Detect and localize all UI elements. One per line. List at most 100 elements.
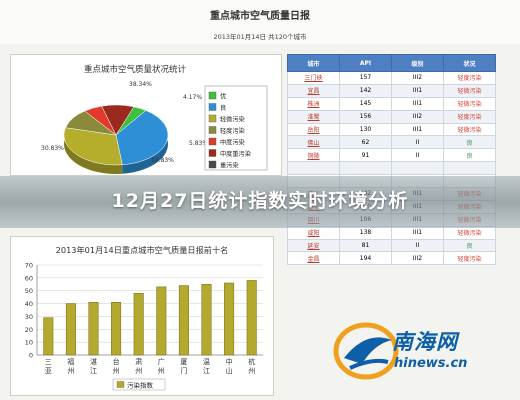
quality-cell [443, 161, 496, 176]
city-link[interactable]: 延安 [287, 238, 340, 253]
level-cell: II [391, 148, 444, 163]
table-header-2: 级别 [391, 54, 444, 72]
quality-cell: 轻度污染 [443, 71, 496, 85]
legend-label: 污染指数 [127, 380, 154, 389]
legend-swatch [208, 149, 217, 157]
api-cell: 142 [339, 83, 392, 98]
table-row: 淮鹭 156 III2 轻度污染 [287, 109, 496, 124]
level-cell: III2 [391, 109, 444, 124]
x-tick-label: 江 [90, 367, 97, 375]
legend-label: 重污染 [220, 161, 239, 169]
quality-cell: 轻微污染 [443, 225, 496, 240]
table-row: 宜昌 142 III1 轻微污染 [287, 83, 496, 98]
level-cell: III1 [391, 122, 444, 137]
x-tick-label: 湛 [90, 358, 97, 366]
level-cell: III2 [391, 251, 444, 266]
logo-name: 南海网 [392, 330, 458, 354]
x-tick-label: 杭 [248, 357, 255, 366]
bar-chart: 2013年01月14日重点城市空气质量日报前十名 0 10 20 30 40 50 60 70 三… [25, 245, 263, 391]
legend-swatch [208, 160, 217, 169]
bar [201, 284, 212, 356]
pie-data-label: 38.34% [129, 81, 152, 88]
quality-cell: 轻微污染 [443, 96, 496, 111]
x-tick-label: 肃 [135, 357, 142, 366]
table-row: 铜陵 91 II 良 [287, 148, 496, 163]
city-link[interactable]: 佛山 [287, 135, 340, 150]
table-row: 岳阳 130 III1 轻微污染 [287, 122, 496, 137]
level-cell: III2 [391, 71, 444, 85]
level-cell: III1 [391, 96, 444, 111]
y-tick-label: 70 [25, 262, 33, 270]
table-row: 咸阳 138 III1 轻微污染 [287, 225, 496, 240]
city-link[interactable]: 金昌 [287, 251, 340, 266]
y-tick-label: 30 [25, 313, 33, 321]
bar [111, 302, 122, 356]
table-row [287, 161, 496, 176]
hinews-logo-icon [333, 322, 399, 380]
title-banner [0, 176, 520, 228]
x-tick-label: 山 [226, 366, 233, 375]
x-tick-label: 州 [248, 367, 255, 375]
pie-chart: 重点城市空气质量状况统计 4.17% 38.34% 30.83% 10.83% 5.83%… [41, 64, 268, 174]
legend-swatch [208, 126, 217, 134]
pie-title: 重点城市空气质量状况统计 [84, 64, 187, 75]
y-tick-label: 50 [25, 287, 33, 295]
quality-cell: 良 [443, 148, 496, 163]
x-tick-label: 江 [203, 367, 210, 375]
level-cell [391, 161, 444, 176]
table-header-1: API [339, 54, 392, 72]
bar [178, 285, 189, 356]
api-cell: 91 [339, 148, 392, 163]
city-link[interactable]: 铜陵 [287, 148, 340, 163]
table-row: 延安 81 II 良 [287, 238, 496, 253]
pie-slice-side [64, 127, 123, 174]
table-row: 株洲 145 III1 轻微污染 [287, 96, 496, 111]
bar-title: 2013年01月14日重点城市空气质量日报前十名 [56, 245, 229, 255]
city-link[interactable]: 岳阳 [287, 122, 340, 137]
api-cell: 194 [339, 251, 392, 266]
level-cell: II [391, 135, 444, 150]
x-tick-label: 福 [67, 357, 74, 366]
pie-slice [115, 110, 169, 166]
bar [246, 280, 257, 356]
city-link[interactable]: 三门峡 [287, 71, 340, 85]
api-cell: 81 [339, 238, 392, 253]
y-tick-label: 0 [29, 352, 33, 360]
legend-label: 轻度污染 [220, 127, 245, 135]
bar-chart-panel: 2013年01月14日重点城市空气质量日报前十名 0 10 20 30 40 50 60 70 三… [10, 236, 274, 396]
table-row: 佛山 62 II 良 [287, 135, 496, 150]
city-link[interactable]: 淮鹭 [287, 109, 340, 124]
pie-data-label: 4.17% [183, 94, 202, 101]
quality-cell: 轻度污染 [443, 109, 496, 124]
x-tick-label: 温 [203, 357, 210, 366]
city-link[interactable]: 咸阳 [287, 225, 340, 240]
y-tick-label: 20 [25, 326, 33, 334]
api-cell: 156 [339, 109, 392, 124]
y-tick-label: 60 [25, 274, 33, 282]
x-tick-label: 州 [113, 367, 120, 375]
api-cell: 62 [339, 135, 392, 150]
legend-label: 轻微污染 [220, 115, 245, 123]
page-header: 重点城市空气质量日报 2013年01月14日 共120个城市 [0, 0, 520, 44]
api-cell: 130 [339, 122, 392, 137]
quality-cell: 轻微污染 [443, 122, 496, 137]
pie-data-label: 30.83% [41, 145, 64, 152]
city-link[interactable]: 宜昌 [287, 83, 340, 98]
legend-swatch [208, 91, 217, 100]
city-link[interactable]: 株洲 [287, 96, 340, 111]
banner-title: 12月27日统计指数实时环境分析 [111, 190, 409, 212]
pie-data-label: 10.83% [151, 157, 174, 164]
x-tick-label: 亚 [45, 367, 52, 375]
quality-cell: 轻度污染 [443, 251, 496, 266]
bar [43, 317, 54, 356]
legend-swatch [208, 137, 217, 146]
x-tick-label: 州 [67, 367, 74, 375]
quality-cell: 良 [443, 135, 496, 150]
table-header-0: 城市 [287, 54, 340, 72]
city-link [287, 161, 340, 176]
level-cell: III1 [391, 225, 444, 240]
x-tick-label: 三 [45, 358, 52, 366]
level-cell: III1 [391, 83, 444, 98]
api-cell: 138 [339, 225, 392, 240]
